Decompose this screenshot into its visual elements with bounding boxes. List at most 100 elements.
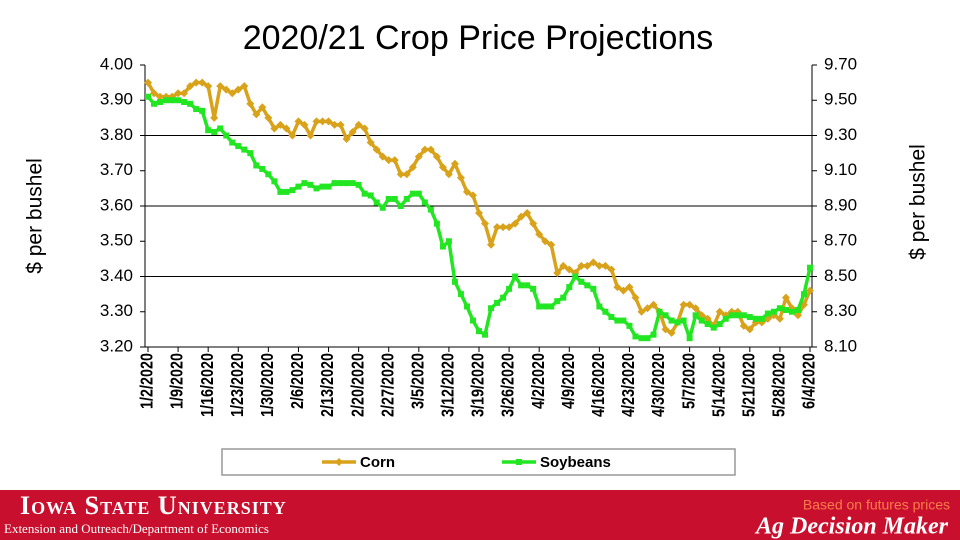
point: [494, 299, 501, 306]
point: [716, 321, 723, 328]
y2-tick-label: 8.30: [824, 301, 857, 320]
point: [384, 156, 393, 165]
y-tick-label: 3.90: [100, 90, 133, 109]
point: [156, 92, 165, 101]
point: [800, 291, 807, 298]
point: [270, 124, 279, 133]
point: [253, 162, 260, 169]
point: [506, 285, 513, 292]
point: [691, 304, 700, 313]
point: [379, 204, 386, 211]
point: [632, 333, 639, 340]
point: [553, 268, 562, 277]
point: [643, 304, 652, 313]
point: [372, 145, 381, 154]
point: [542, 303, 549, 310]
x-tick-label: 4/30/2020: [649, 353, 669, 417]
point: [288, 131, 297, 140]
point: [217, 125, 224, 132]
x-tick-label: 1/9/2020: [167, 353, 187, 409]
legend-marker: [516, 459, 522, 465]
brand: Ag Decision Maker: [754, 514, 949, 540]
y-tick-label: 3.30: [100, 301, 133, 320]
point: [620, 317, 627, 324]
point: [511, 219, 520, 228]
point: [668, 317, 675, 324]
y2-tick-label: 8.90: [824, 195, 857, 214]
point: [313, 185, 320, 192]
point: [241, 146, 248, 153]
point: [300, 120, 309, 129]
point: [758, 315, 765, 322]
point: [608, 314, 615, 321]
x-tick-label: 1/23/2020: [228, 353, 248, 417]
point: [210, 113, 219, 122]
y-tick-label: 3.50: [100, 231, 133, 250]
x-tick-label: 6/4/2020: [799, 353, 819, 409]
point: [360, 124, 369, 133]
point: [626, 322, 633, 329]
point: [367, 192, 374, 199]
point: [590, 285, 597, 292]
point: [451, 278, 458, 285]
y-tick-label: 4.00: [100, 54, 133, 73]
x-tick-label: 5/14/2020: [709, 353, 729, 417]
point: [336, 120, 345, 129]
y2-axis-label: $ per bushel: [907, 144, 930, 260]
y2-tick-label: 9.30: [824, 125, 857, 144]
x-tick-label: 2/13/2020: [318, 353, 338, 417]
point: [420, 145, 429, 154]
point: [488, 305, 495, 312]
point: [211, 128, 218, 135]
point: [235, 143, 242, 150]
point: [595, 261, 604, 270]
point: [523, 209, 532, 218]
series-line: [146, 80, 812, 335]
point: [391, 195, 398, 202]
point: [752, 315, 759, 322]
point: [324, 117, 333, 126]
point: [656, 308, 663, 315]
y2-tick-label: 9.70: [824, 54, 857, 73]
point: [402, 170, 411, 179]
point: [577, 261, 586, 270]
point: [505, 223, 514, 232]
point: [644, 335, 651, 342]
point: [438, 163, 447, 172]
point: [390, 156, 399, 165]
point: [373, 199, 380, 206]
point: [512, 273, 519, 280]
legend-box: [221, 448, 736, 476]
x-tick-label: 4/23/2020: [619, 353, 639, 417]
point: [535, 230, 544, 239]
point: [703, 314, 712, 323]
y-tick-label: 3.70: [100, 160, 133, 179]
point: [222, 85, 231, 94]
point: [637, 307, 646, 316]
point: [541, 237, 550, 246]
point: [349, 180, 356, 187]
point: [548, 303, 555, 310]
point: [289, 187, 296, 194]
university-name: Iowa State University: [20, 491, 287, 520]
point: [426, 145, 435, 154]
point: [619, 286, 628, 295]
point: [169, 97, 176, 104]
point: [788, 308, 795, 315]
point: [692, 312, 699, 319]
point: [614, 317, 621, 324]
point: [294, 117, 303, 126]
point: [444, 170, 453, 179]
point: [216, 82, 225, 91]
point: [277, 188, 284, 195]
point: [518, 282, 525, 289]
point: [793, 311, 802, 320]
point: [403, 195, 410, 202]
x-tick-label: 5/28/2020: [769, 353, 789, 417]
x-tick-label: 2/27/2020: [378, 353, 398, 417]
point: [704, 321, 711, 328]
x-tick-label: 1/16/2020: [198, 353, 218, 417]
point: [807, 264, 813, 271]
point: [396, 170, 405, 179]
